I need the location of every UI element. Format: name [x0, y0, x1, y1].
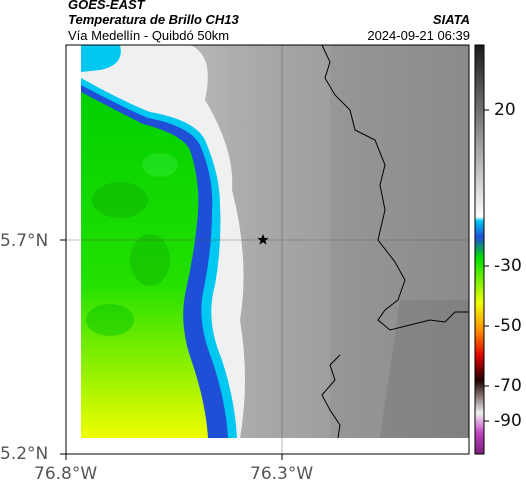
colorbar — [475, 45, 484, 454]
green-cold-core — [81, 92, 208, 438]
agency-label: SIATA — [432, 12, 470, 27]
colorbar-tick-label: 20 — [494, 100, 516, 120]
department-border — [321, 44, 469, 331]
colorbar-tick-label: -70 — [494, 376, 522, 396]
lon-tick-label: 76.3°W — [250, 464, 314, 484]
star-icon — [257, 234, 269, 245]
datetime-label: 2024-09-21 06:39 — [367, 28, 470, 43]
satellite-label: GOES-EAST — [68, 0, 145, 12]
lon-tick-label: 76.8°W — [34, 464, 98, 484]
lat-tick-label: 5.2°N — [0, 444, 49, 464]
region-label: Vía Medellín - Quibdó 50km — [68, 28, 230, 43]
lat-tick-label: 5.7°N — [0, 231, 49, 251]
product-title: Temperatura de Brillo CH13 — [68, 12, 239, 27]
colorbar-tick-label: -50 — [494, 316, 522, 336]
colorbar-tick-label: -90 — [494, 411, 522, 431]
colorbar-tick-label: -30 — [494, 256, 522, 276]
